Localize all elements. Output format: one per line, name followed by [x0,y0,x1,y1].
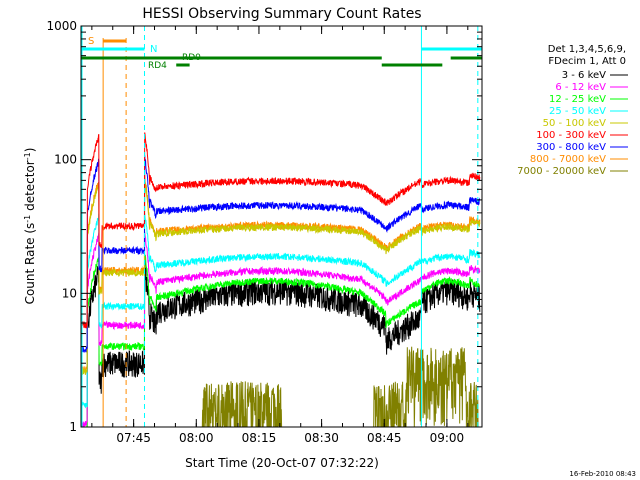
timestamp: 16-Feb-2010 08:43 [569,470,636,478]
legend-label-7: 800 - 7000 keV [530,154,606,165]
x-tick-label-2: 08:15 [242,431,277,445]
y-tick-label-1: 10 [62,286,77,300]
flag-label-rd4: RD4 [148,61,167,71]
legend-header-line-1: Det 1,3,4,5,6,9, [548,44,626,55]
x-tick-label-4: 08:45 [367,431,402,445]
legend: Det 1,3,4,5,6,9, FDecim 1, Att 0 3 - 6 k… [517,44,628,177]
x-tick-label-1: 08:00 [179,431,214,445]
legend-label-6: 300 - 800 keV [536,142,606,153]
series-line-4 [80,176,481,376]
legend-label-0: 3 - 6 keV [562,70,606,81]
y-tick-label-0: 1 [69,420,77,434]
series-line-5 [80,132,481,329]
plot-frame [80,25,483,428]
plot-area: S N RD0 RD4 [80,26,482,428]
series-line-1 [80,232,481,428]
legend-label-2: 12 - 25 keV [549,94,606,105]
chart-title: HESSI Observing Summary Count Rates [142,6,421,22]
y-tick-label-3: 1000 [46,19,77,33]
legend-label-5: 100 - 300 keV [536,130,606,141]
flag-label-rd0: RD0 [182,53,201,63]
series-line-0 [81,259,481,428]
legend-header-line-2: FDecim 1, Att 0 [548,56,626,67]
legend-label-8: 7000 - 20000 keV [517,166,606,177]
axes: 07:45 08:00 08:15 08:30 08:45 09:00 1 10 100 1000 [46,19,482,445]
legend-label-4: 50 - 100 keV [543,118,607,129]
flag-label-s: S [88,36,94,47]
series-line-6 [80,155,481,353]
y-axis-label: Count Rate (s-1 detector-1) [23,148,37,305]
x-axis-label: Start Time (20-Oct-07 07:32:22) [185,456,379,470]
x-tick-label-5: 09:00 [430,431,465,445]
legend-label-1: 6 - 12 keV [555,82,606,93]
legend-label-3: 25 - 50 keV [549,106,606,117]
y-tick-label-2: 100 [54,153,77,167]
series-line-3 [80,212,481,409]
x-tick-label-0: 07:45 [116,431,151,445]
series-line-2 [81,254,481,428]
flag-label-n: N [150,44,157,55]
x-tick-label-3: 08:30 [304,431,339,445]
